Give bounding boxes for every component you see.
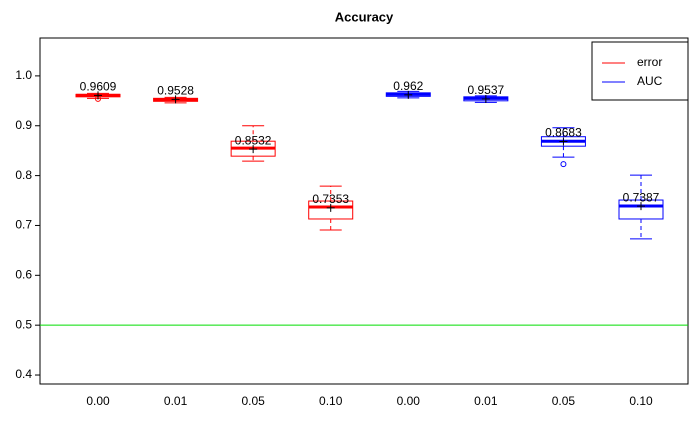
y-tick-label: 0.4 <box>15 367 32 381</box>
value-label: 0.7387 <box>623 190 660 204</box>
plot-frame <box>39 37 689 385</box>
x-tick-label: 0.00 <box>397 394 421 408</box>
x-tick-label: 0.10 <box>319 394 343 408</box>
value-label: 0.8683 <box>545 126 582 140</box>
legend-box <box>591 41 689 101</box>
mean-marker <box>404 90 413 99</box>
box <box>308 200 354 220</box>
y-tick-label: 0.5 <box>15 317 32 331</box>
x-tick-label: 0.01 <box>164 394 188 408</box>
chart-title: Accuracy <box>335 9 394 24</box>
mean-marker <box>326 203 335 212</box>
mean-marker <box>637 202 645 211</box>
x-tick-label: 0.10 <box>629 394 653 408</box>
y-tick-label: 0.7 <box>15 218 32 232</box>
x-tick-label: 0.01 <box>474 394 498 408</box>
x-tick-label: 0.00 <box>86 394 110 408</box>
value-label: 0.9537 <box>468 83 505 97</box>
mean-marker <box>94 91 102 100</box>
legend-label: error <box>637 55 662 69</box>
value-label: 0.962 <box>393 79 423 93</box>
mean-marker <box>249 145 258 154</box>
value-label: 0.8532 <box>235 133 272 147</box>
y-tick-label: 0.8 <box>15 168 32 182</box>
value-label: 0.9528 <box>157 84 194 98</box>
y-tick-label: 0.9 <box>15 118 32 132</box>
mean-marker <box>171 95 180 104</box>
x-tick-label: 0.05 <box>241 394 265 408</box>
y-tick-label: 1.0 <box>15 68 32 82</box>
x-tick-label: 0.05 <box>552 394 576 408</box>
legend-label: AUC <box>637 74 663 88</box>
value-label: 0.9609 <box>80 80 117 94</box>
box <box>618 199 664 220</box>
y-tick-label: 0.6 <box>15 267 32 281</box>
mean-marker <box>559 137 568 146</box>
value-label: 0.7353 <box>312 192 349 206</box>
outlier <box>560 161 567 168</box>
mean-marker <box>481 94 490 103</box>
